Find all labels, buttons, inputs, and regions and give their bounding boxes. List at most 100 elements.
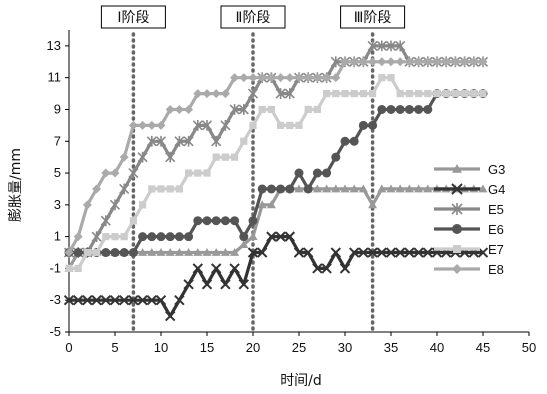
x-marker [100, 295, 112, 306]
triangle-marker [340, 184, 350, 193]
triangle-marker [423, 184, 433, 193]
square-marker [129, 217, 137, 225]
circle-marker [322, 168, 332, 178]
x-marker [63, 295, 75, 306]
triangle-marker [358, 184, 368, 193]
triangle-marker [230, 248, 240, 256]
triangle-marker [147, 248, 157, 256]
star-marker [247, 88, 259, 99]
series-line-E7 [69, 76, 483, 270]
diamond-marker [73, 232, 83, 242]
square-marker [166, 185, 174, 193]
x-marker [413, 247, 424, 258]
x-marker [220, 279, 231, 290]
star-marker [385, 40, 397, 52]
square-marker [212, 153, 220, 161]
diamond-marker [441, 57, 451, 67]
circle-marker [331, 152, 341, 162]
triangle-marker [294, 184, 304, 193]
square-marker [83, 248, 91, 257]
diamond-marker [138, 120, 148, 130]
square-marker [148, 185, 156, 193]
legend-label: E8 [488, 262, 504, 277]
square-marker [359, 89, 367, 98]
star-marker [109, 199, 121, 211]
diamond-marker [110, 168, 120, 178]
square-marker [231, 153, 239, 161]
circle-marker [211, 216, 221, 226]
legend-item-G3: G3 [434, 162, 505, 177]
diamond-marker [331, 73, 341, 83]
diamond-marker [211, 89, 221, 99]
diamond-marker [248, 73, 258, 83]
circle-marker [220, 216, 230, 226]
circle-marker [404, 104, 414, 114]
diamond-marker [294, 73, 304, 83]
star-marker [376, 40, 387, 52]
x-marker [339, 263, 351, 274]
square-marker [304, 105, 312, 114]
diamond-marker [404, 57, 414, 67]
legend-item-E6: E6 [434, 222, 504, 237]
x-marker [247, 247, 259, 258]
square-marker [295, 121, 303, 129]
triangle-marker [452, 164, 462, 173]
diamond-marker [340, 57, 350, 67]
square-marker [157, 185, 165, 193]
triangle-marker [322, 184, 332, 193]
circle-marker [368, 120, 378, 130]
diamond-marker [165, 104, 175, 114]
x-marker [330, 247, 342, 258]
x-marker [385, 247, 397, 258]
triangle-marker [414, 184, 424, 193]
diamond-marker [460, 57, 470, 67]
diamond-marker [414, 57, 424, 67]
star-marker [220, 119, 231, 131]
square-marker [313, 105, 321, 114]
square-marker [194, 169, 202, 177]
square-marker [267, 105, 275, 114]
x-tick-label: 40 [430, 340, 444, 355]
star-marker [155, 135, 167, 147]
triangle-marker [211, 248, 221, 256]
square-marker [396, 89, 404, 98]
square-marker [332, 89, 340, 98]
square-marker [387, 74, 395, 82]
square-marker [405, 89, 413, 98]
legend-label: E5 [488, 202, 504, 217]
diamond-marker [257, 73, 267, 83]
circle-marker [156, 232, 166, 242]
star-marker [165, 151, 176, 163]
diamond-marker [452, 264, 462, 274]
square-marker [424, 89, 432, 98]
diamond-marker [303, 73, 313, 83]
square-marker [442, 89, 450, 98]
x-tick-label: 25 [292, 340, 306, 355]
x-tick-label: 5 [111, 340, 118, 355]
circle-marker [358, 120, 368, 130]
square-marker [470, 89, 478, 98]
x-marker [82, 295, 93, 306]
circle-marker [266, 184, 276, 194]
star-marker [238, 104, 249, 115]
x-tick-label: 0 [65, 340, 72, 355]
circle-marker [101, 248, 111, 258]
triangle-marker [368, 200, 378, 209]
x-marker [109, 295, 121, 306]
square-marker [93, 248, 101, 257]
circle-marker [248, 216, 258, 226]
square-marker [433, 89, 441, 98]
x-marker [183, 279, 194, 290]
circle-marker [312, 168, 322, 178]
x-marker [321, 263, 332, 274]
stage-lines: Ⅰ阶段 Ⅱ阶段 Ⅲ阶段 [100, 5, 406, 334]
circle-marker [276, 184, 286, 194]
diamond-marker [184, 104, 194, 114]
square-marker [185, 169, 193, 177]
diamond-marker [266, 73, 276, 83]
diamond-marker [349, 57, 359, 67]
square-marker [74, 264, 82, 273]
star-marker [395, 40, 406, 52]
